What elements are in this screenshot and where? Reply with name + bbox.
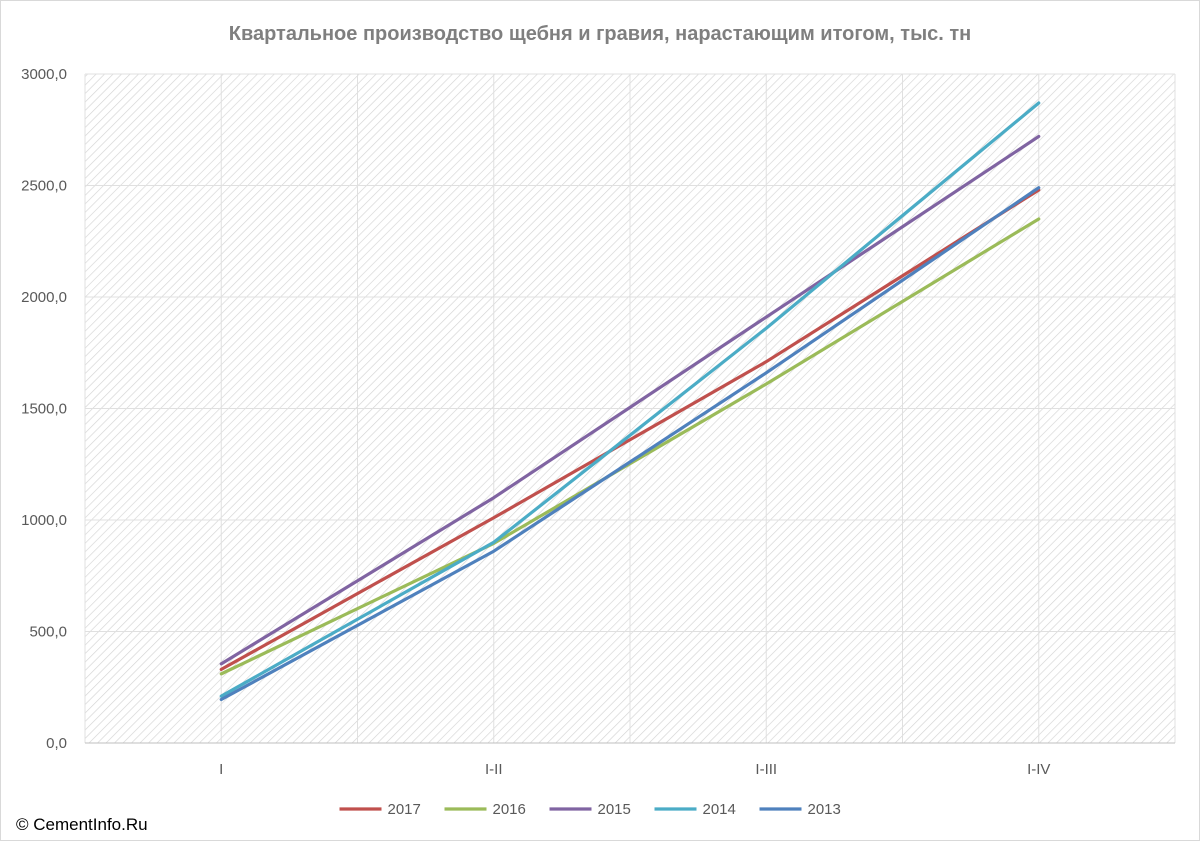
y-tick-label: 3000,0 — [21, 66, 67, 83]
legend-label-2013: 2013 — [808, 801, 841, 818]
legend-label-2014: 2014 — [703, 801, 736, 818]
legend-label-2017: 2017 — [388, 801, 421, 818]
copyright-text: © CementInfo.Ru — [16, 815, 148, 834]
legend: 2017 2016 2015 2014 2013 — [339, 801, 841, 818]
y-tick-label: 2000,0 — [21, 289, 67, 306]
chart-title: Квартальное производство щебня и гравия,… — [229, 23, 972, 45]
y-tick-label: 2500,0 — [21, 178, 67, 195]
series-line-2015 — [219, 134, 1041, 666]
x-tick-label: I-IV — [1027, 761, 1050, 778]
legend-label-2016: 2016 — [493, 801, 526, 818]
y-axis: 0,0 500,0 1000,0 1500,0 2000,0 2500,0 3000,0 — [21, 66, 67, 752]
series-line-2017 — [219, 188, 1041, 672]
legend-label-2015: 2015 — [598, 801, 631, 818]
x-tick-label: I-II — [485, 761, 503, 778]
x-tick-label: I-III — [755, 761, 777, 778]
series-line-2013 — [219, 186, 1041, 702]
y-tick-label: 1000,0 — [21, 512, 67, 529]
x-tick-label: I — [219, 761, 223, 778]
gridlines — [84, 73, 1176, 744]
series-lines — [219, 101, 1041, 702]
y-tick-label: 1500,0 — [21, 401, 67, 418]
series-line-2014 — [219, 101, 1041, 698]
y-tick-label: 0,0 — [46, 735, 67, 752]
y-tick-label: 500,0 — [29, 624, 67, 641]
x-axis: I I-II I-III I-IV — [219, 761, 1050, 778]
